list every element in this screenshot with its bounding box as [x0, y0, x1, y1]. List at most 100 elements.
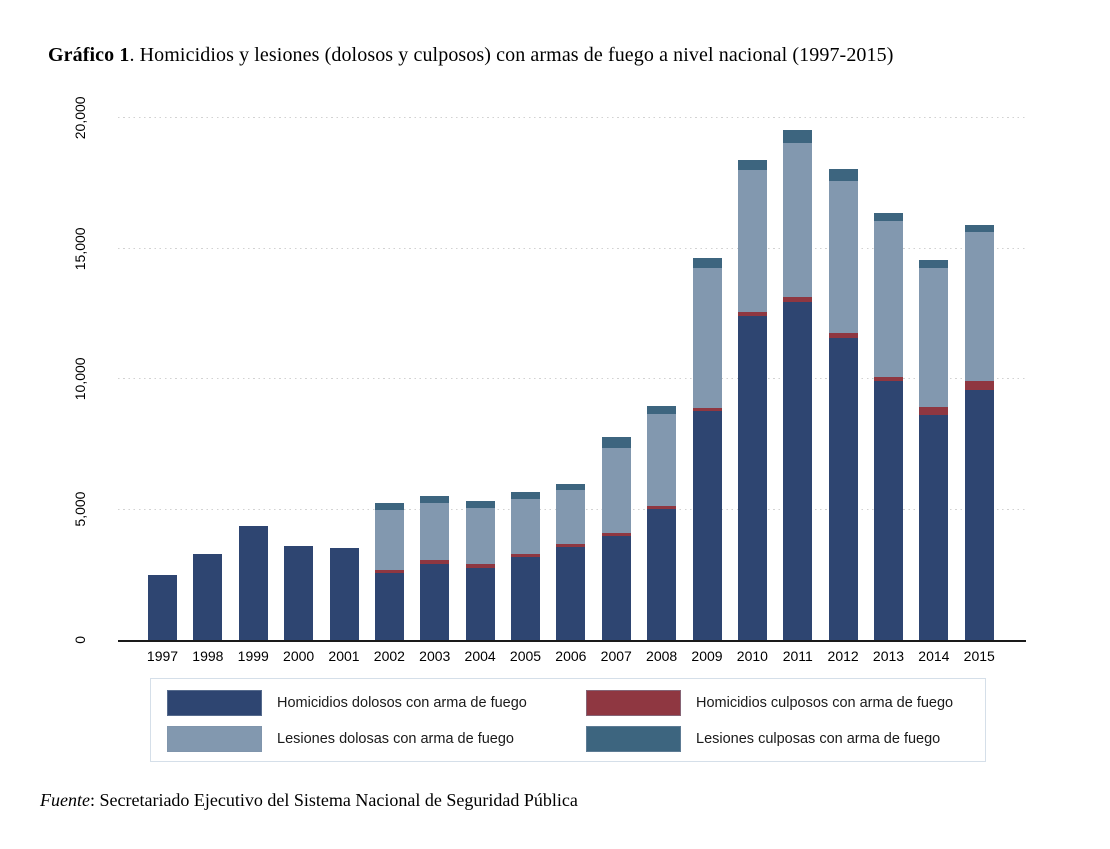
bar-2013	[874, 213, 903, 640]
bar-segment	[420, 496, 450, 504]
bar-segment	[465, 567, 495, 640]
bar-segment	[284, 546, 314, 640]
bar-segment	[828, 332, 858, 338]
gridline-10000	[118, 378, 1026, 379]
bar-segment	[374, 510, 404, 571]
bar-segment	[647, 414, 677, 507]
bar-2009	[692, 258, 722, 640]
bar-segment	[374, 502, 404, 511]
x-tick-label: 2014	[918, 648, 950, 664]
x-tick-label: 2012	[827, 648, 859, 664]
bar-segment	[511, 491, 540, 499]
x-tick-label: 2004	[464, 648, 496, 664]
x-tick-label: 2007	[600, 648, 632, 664]
x-tick-label: 2011	[782, 648, 813, 664]
x-tick-label: 2002	[373, 648, 405, 664]
bar-2004	[465, 500, 495, 640]
x-tick-2010: 2010	[737, 648, 768, 664]
bar-2014	[919, 259, 949, 640]
legend-swatch-homicidios-culposos	[586, 690, 681, 716]
chart-title: Gráfico 1. Homicidios y lesiones (doloso…	[48, 44, 1078, 67]
x-tick-label: 2000	[283, 648, 315, 664]
bar-segment	[374, 573, 404, 640]
x-tick-1997: 1997	[147, 648, 178, 664]
bar-1998	[193, 554, 223, 640]
bar-2011	[783, 129, 813, 640]
x-tick-2004: 2004	[464, 648, 496, 664]
x-tick-2015: 2015	[964, 648, 995, 664]
bar-segment	[874, 220, 903, 378]
x-tick-2002: 2002	[373, 648, 405, 664]
gridline-20000	[118, 117, 1026, 118]
bar-2012	[828, 168, 858, 640]
source-note-label: Fuente	[40, 790, 90, 810]
x-tick-label: 2003	[419, 648, 451, 664]
legend: Homicidios dolosos con arma de fuego Hom…	[150, 678, 986, 762]
bar-segment	[465, 563, 495, 568]
legend-swatch-homicidios-dolosos	[167, 690, 262, 716]
x-tick-label: 2008	[646, 648, 678, 664]
x-tick-2003: 2003	[419, 648, 451, 664]
bar-segment	[828, 337, 858, 640]
bar-2007	[601, 436, 631, 640]
source-note-text: : Secretariado Ejecutivo del Sistema Nac…	[89, 790, 578, 810]
x-tick-2006: 2006	[555, 648, 586, 664]
x-tick-1998: 1998	[192, 648, 223, 664]
bar-segment	[964, 232, 994, 381]
bar-segment	[964, 390, 994, 640]
bar-segment	[420, 560, 450, 564]
bar-segment	[148, 574, 177, 640]
bar-segment	[919, 414, 949, 640]
x-tick-label: 2013	[872, 648, 905, 664]
y-tick-5000: 5,000	[72, 491, 88, 528]
bar-segment	[601, 447, 631, 534]
legend-label-lesiones-dolosas: Lesiones dolosas con arma de fuego	[277, 731, 514, 747]
bar-segment	[692, 268, 722, 408]
bar-segment	[737, 159, 767, 171]
bar-segment	[556, 546, 586, 640]
y-tick-15000: 15,000	[72, 227, 88, 270]
bar-segment	[601, 535, 631, 640]
bar-2002	[374, 502, 404, 640]
bar-segment	[465, 507, 495, 564]
bar-2015	[964, 225, 994, 640]
bar-segment	[465, 500, 495, 508]
bar-segment	[737, 170, 767, 312]
legend-swatch-lesiones-culposas	[586, 726, 681, 752]
bar-2001	[329, 548, 359, 640]
bar-2010	[737, 159, 767, 640]
x-tick-label: 2005	[509, 648, 542, 664]
chart-title-prefix: Gráfico 1	[48, 44, 130, 66]
chart-title-text: . Homicidios y lesiones (dolosos y culpo…	[129, 44, 894, 66]
x-tick-2009: 2009	[691, 648, 723, 664]
x-tick-label: 2001	[328, 648, 360, 664]
bar-segment	[919, 259, 949, 268]
bar-series	[118, 95, 1026, 640]
x-axis-tick-labels: 1997 1998 1999 2000 2001 2002 2003 2004 2005 2006…	[118, 648, 1026, 664]
legend-swatch-lesiones-dolosas	[167, 726, 262, 752]
bar-segment	[919, 406, 949, 415]
bar-segment	[964, 225, 994, 233]
bar-segment	[783, 129, 813, 143]
gridline-15000	[118, 247, 1026, 249]
bar-segment	[828, 180, 858, 333]
bar-segment	[374, 570, 404, 574]
bar-2000	[284, 546, 314, 640]
bar-segment	[601, 436, 631, 448]
x-tick-2011: 2011	[782, 648, 813, 664]
plot-area: 0 5,000 10,000 15,000 20,000 1997 1998 1999 200…	[72, 95, 1026, 664]
y-tick-20000: 20,000	[72, 96, 88, 140]
bar-1997	[148, 574, 177, 640]
bar-segment	[964, 380, 994, 391]
bar-segment	[601, 533, 631, 536]
bar-segment	[511, 554, 540, 557]
legend-label-homicidios-dolosos: Homicidios dolosos con arma de fuego	[277, 695, 527, 711]
bar-segment	[556, 543, 586, 547]
y-tick-0: 0	[72, 636, 88, 644]
x-tick-2005: 2005	[509, 648, 542, 664]
bar-segment	[737, 316, 767, 640]
bar-segment	[420, 503, 450, 561]
bar-segment	[692, 407, 722, 412]
legend-label-lesiones-culposas: Lesiones culposas con arma de fuego	[696, 731, 941, 747]
x-tick-label: 2009	[691, 648, 723, 664]
